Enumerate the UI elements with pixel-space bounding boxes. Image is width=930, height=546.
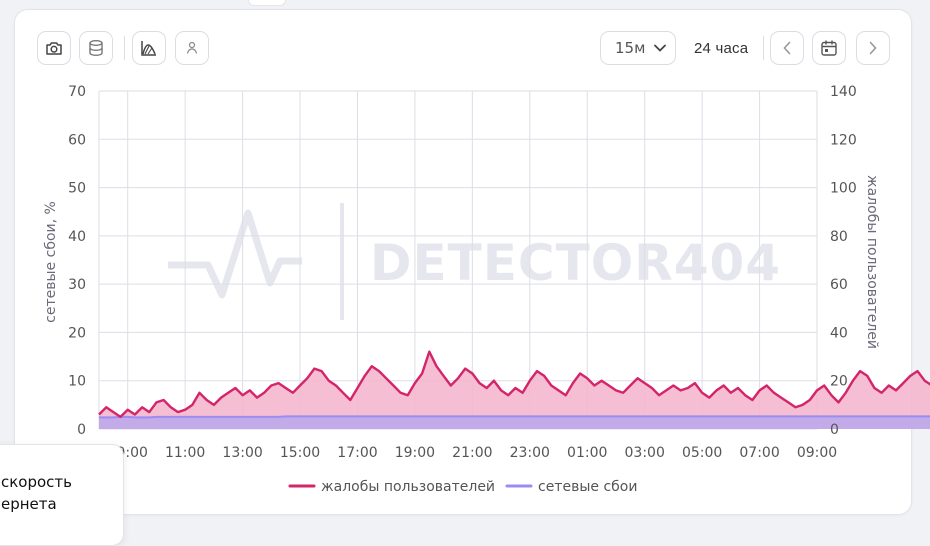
x-tick-label: 07:00 — [739, 445, 779, 461]
left-tick-label: 0 — [77, 422, 86, 438]
x-tick-label: 17:00 — [337, 445, 377, 461]
chart-card: 15м 24 часа — [14, 9, 912, 515]
right-tick-label: 40 — [830, 325, 848, 341]
chart-type-button[interactable] — [132, 31, 166, 65]
legend-label: сетевые сбои — [538, 479, 637, 495]
camera-button[interactable] — [37, 31, 71, 65]
left-tick-label: 40 — [68, 229, 86, 245]
database-button[interactable] — [79, 31, 113, 65]
right-tick-label: 80 — [830, 229, 848, 245]
chart-area-icon — [141, 41, 156, 56]
outages-area — [99, 416, 930, 429]
prev-period-button[interactable] — [770, 31, 804, 65]
interval-value: 15м — [615, 39, 646, 57]
complaints-line — [98, 350, 930, 419]
left-tick-label: 10 — [68, 374, 86, 390]
plot-area — [98, 350, 930, 429]
x-tick-label: 09:00 — [797, 445, 837, 461]
right-tick-label: 120 — [830, 132, 857, 148]
right-tick-label: 0 — [830, 422, 839, 438]
next-period-button[interactable] — [856, 31, 890, 65]
outages-line — [99, 415, 930, 419]
popup-line-2: ернета — [1, 495, 57, 513]
toolbar-divider — [763, 36, 764, 60]
interval-select[interactable]: 15м — [600, 31, 676, 65]
watermark-pulse-icon — [168, 209, 302, 299]
chart: DETECTOR404 0 10 20 30 40 50 60 70 0 20 40 60 80 100… — [43, 84, 930, 495]
left-tick-label: 60 — [68, 132, 86, 148]
x-tick-label: 03:00 — [625, 445, 665, 461]
popup-line-1: скорость — [1, 473, 73, 491]
x-tick-label: 15:00 — [280, 445, 320, 461]
user-button[interactable] — [175, 31, 209, 65]
x-tick-label: 11:00 — [165, 445, 205, 461]
watermark-text: DETECTOR404 — [370, 234, 781, 292]
toolbar-divider — [124, 36, 125, 60]
chevron-right-icon — [869, 41, 877, 55]
right-axis-title: жалобы пользователей — [864, 175, 880, 349]
left-axis-ticks: 0 10 20 30 40 50 60 70 — [68, 84, 86, 438]
left-axis-title: сетевые сбои, % — [43, 201, 59, 323]
calendar-icon — [821, 40, 837, 56]
database-icon — [89, 40, 103, 57]
x-axis-ticks: 09:00 11:00 13:00 15:00 17:00 19:00 21:00 23:00… — [108, 445, 838, 461]
x-tick-label: 13:00 — [222, 445, 262, 461]
watermark-divider — [340, 203, 344, 320]
x-tick-label: 21:00 — [452, 445, 492, 461]
camera-icon — [46, 42, 62, 55]
x-tick-label: 01:00 — [567, 445, 607, 461]
right-axis-ticks: 0 20 40 60 80 100 120 140 — [830, 84, 857, 438]
x-tick-label: 19:00 — [395, 445, 435, 461]
watermark: DETECTOR404 — [168, 203, 781, 320]
calendar-button[interactable] — [812, 31, 846, 65]
legend: жалобы пользователей сетевые сбои — [288, 479, 637, 495]
x-tick-label: 05:00 — [682, 445, 722, 461]
left-tick-label: 70 — [68, 84, 86, 100]
left-tick-label: 50 — [68, 181, 86, 197]
right-tick-label: 100 — [830, 181, 857, 197]
left-tick-label: 20 — [68, 325, 86, 341]
user-icon — [186, 41, 198, 54]
range-label[interactable]: 24 часа — [694, 40, 749, 57]
x-tick-label: 23:00 — [510, 445, 550, 461]
right-tick-label: 20 — [830, 374, 848, 390]
right-tick-label: 60 — [830, 277, 848, 293]
chevron-left-icon — [783, 41, 791, 55]
right-tick-label: 140 — [830, 84, 857, 100]
chevron-down-icon — [654, 44, 666, 52]
legend-label: жалобы пользователей — [321, 479, 495, 495]
speed-popup[interactable]: скорость ернета — [0, 444, 124, 546]
left-tick-label: 30 — [68, 277, 86, 293]
